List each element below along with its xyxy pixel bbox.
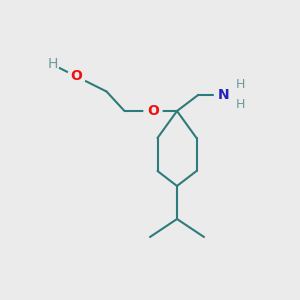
Text: O: O <box>147 104 159 118</box>
Text: H: H <box>235 77 245 91</box>
Text: H: H <box>235 98 245 112</box>
Circle shape <box>214 86 232 104</box>
Circle shape <box>68 68 85 85</box>
Text: N: N <box>218 88 229 102</box>
Circle shape <box>46 58 59 71</box>
Text: O: O <box>70 70 83 83</box>
Circle shape <box>144 102 162 120</box>
Text: H: H <box>47 58 58 71</box>
